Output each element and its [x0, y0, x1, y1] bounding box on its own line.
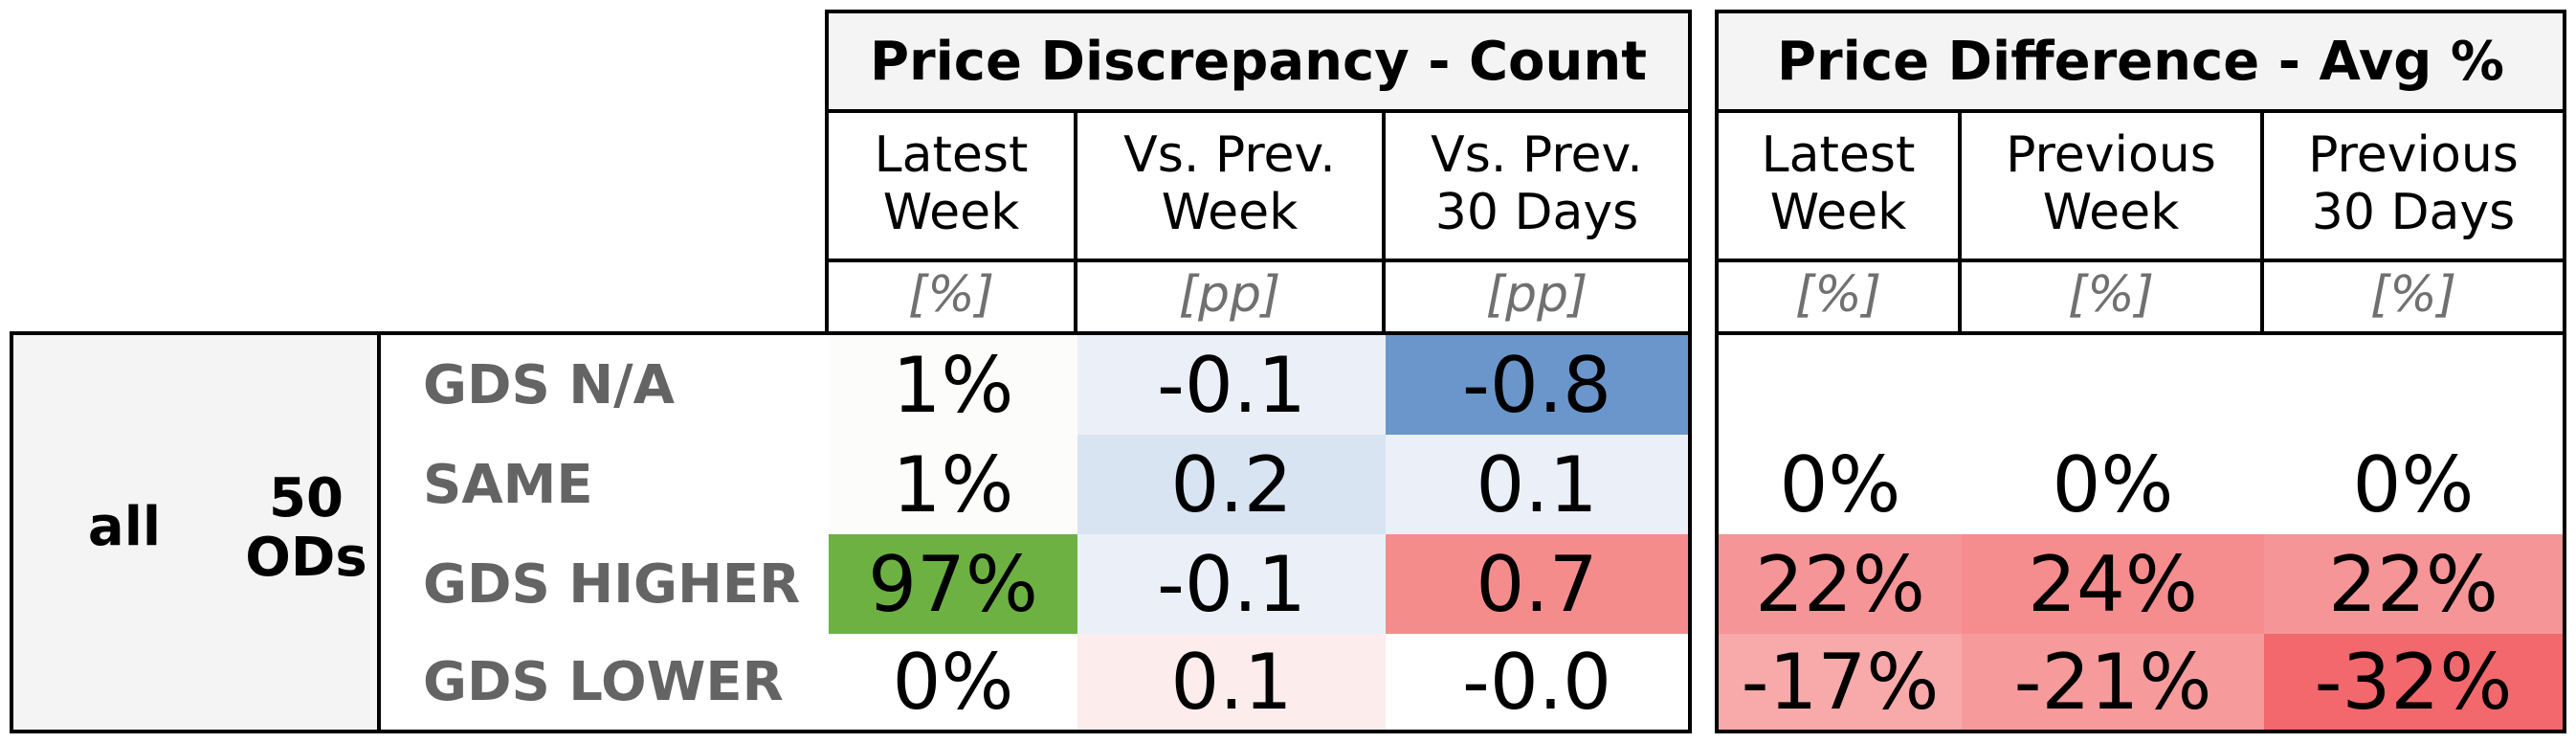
- avg-cell: [1962, 335, 2264, 435]
- count-cell: 0%: [829, 634, 1077, 730]
- avg-cell: 22%: [2264, 534, 2563, 634]
- panel-count-title: Price Discrepancy - Count: [825, 10, 1692, 113]
- panel-avg-col-previous-week: Previous Week: [1958, 109, 2264, 262]
- avg-cell: 0%: [1962, 435, 2264, 534]
- count-cell: -0.1: [1077, 335, 1386, 435]
- panel-avg-unit-previous-week: [%]: [1958, 259, 2264, 335]
- panel-avg-unit-latest-week: [%]: [1715, 259, 1962, 335]
- avg-cell: 0%: [1719, 435, 1962, 534]
- count-cell: -0.1: [1077, 534, 1386, 634]
- row-label-gds-lower: GDS LOWER: [423, 650, 784, 713]
- avg-cell: -21%: [1962, 634, 2264, 730]
- count-cell: 0.1: [1077, 634, 1386, 730]
- panel-count-unit-vs-prev-30-days: [pp]: [1382, 259, 1692, 335]
- panel-avg-col-previous-30-days: Previous 30 Days: [2260, 109, 2566, 262]
- avg-cell: [2264, 335, 2563, 435]
- panel-avg-title: Price Difference - Avg %: [1715, 10, 2566, 113]
- avg-cell: -32%: [2264, 634, 2563, 730]
- group-count-label: 50 ODs: [245, 467, 367, 589]
- avg-cell: -17%: [1719, 634, 1962, 730]
- group-cell: [10, 331, 381, 733]
- avg-body-frame: [1715, 331, 2566, 733]
- row-label-gds-na: GDS N/A: [423, 353, 675, 417]
- avg-cell: [1719, 335, 1962, 435]
- panel-count-unit-latest-week: [%]: [825, 259, 1077, 335]
- group-label: all: [87, 496, 162, 558]
- count-cell: 0.1: [1386, 435, 1688, 534]
- panel-count-unit-vs-prev-week: [pp]: [1074, 259, 1386, 335]
- count-cell: -0.0: [1386, 634, 1688, 730]
- panel-count-col-vs-prev-week: Vs. Prev. Week: [1074, 109, 1386, 262]
- count-cell: 1%: [829, 435, 1077, 534]
- count-body-frame: [377, 331, 1692, 733]
- panel-count-col-latest-week: Latest Week: [825, 109, 1077, 262]
- row-label-same: SAME: [423, 453, 593, 516]
- panel-avg-unit-previous-30-days: [%]: [2260, 259, 2566, 335]
- panel-count-col-vs-prev-30-days: Vs. Prev. 30 Days: [1382, 109, 1692, 262]
- count-cell: -0.8: [1386, 335, 1688, 435]
- panel-avg-col-latest-week: Latest Week: [1715, 109, 1962, 262]
- row-label-gds-higher: GDS HIGHER: [423, 552, 801, 616]
- count-cell: 0.7: [1386, 534, 1688, 634]
- avg-cell: 24%: [1962, 534, 2264, 634]
- count-cell: 97%: [829, 534, 1077, 634]
- count-cell: 0.2: [1077, 435, 1386, 534]
- avg-cell: 0%: [2264, 435, 2563, 534]
- count-cell: 1%: [829, 335, 1077, 435]
- avg-cell: 22%: [1719, 534, 1962, 634]
